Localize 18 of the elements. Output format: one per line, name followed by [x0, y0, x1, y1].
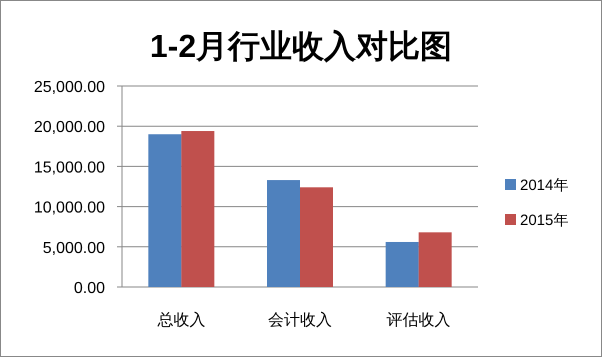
- bar: [300, 187, 333, 287]
- chart-title: 1-2月行业收入对比图: [150, 28, 452, 64]
- x-tick-label: 评估收入: [386, 311, 451, 329]
- y-tick-label: 5,000.00: [42, 240, 106, 257]
- bar: [148, 134, 182, 287]
- x-tick-label: 总收入: [156, 311, 206, 329]
- legend-label: 2014年: [520, 177, 568, 194]
- bar: [267, 180, 300, 287]
- y-tick-label: 25,000.00: [34, 79, 106, 96]
- y-tick-label: 10,000.00: [34, 200, 106, 217]
- legend-label: 2015年: [520, 212, 568, 229]
- x-tick-label: 会计收入: [268, 311, 332, 329]
- y-tick-label: 15,000.00: [34, 159, 106, 176]
- bar: [181, 131, 214, 287]
- bar: [386, 242, 419, 287]
- y-tick-label: 0.00: [74, 280, 106, 297]
- bar: [418, 232, 452, 287]
- y-tick-label: 20,000.00: [34, 119, 106, 136]
